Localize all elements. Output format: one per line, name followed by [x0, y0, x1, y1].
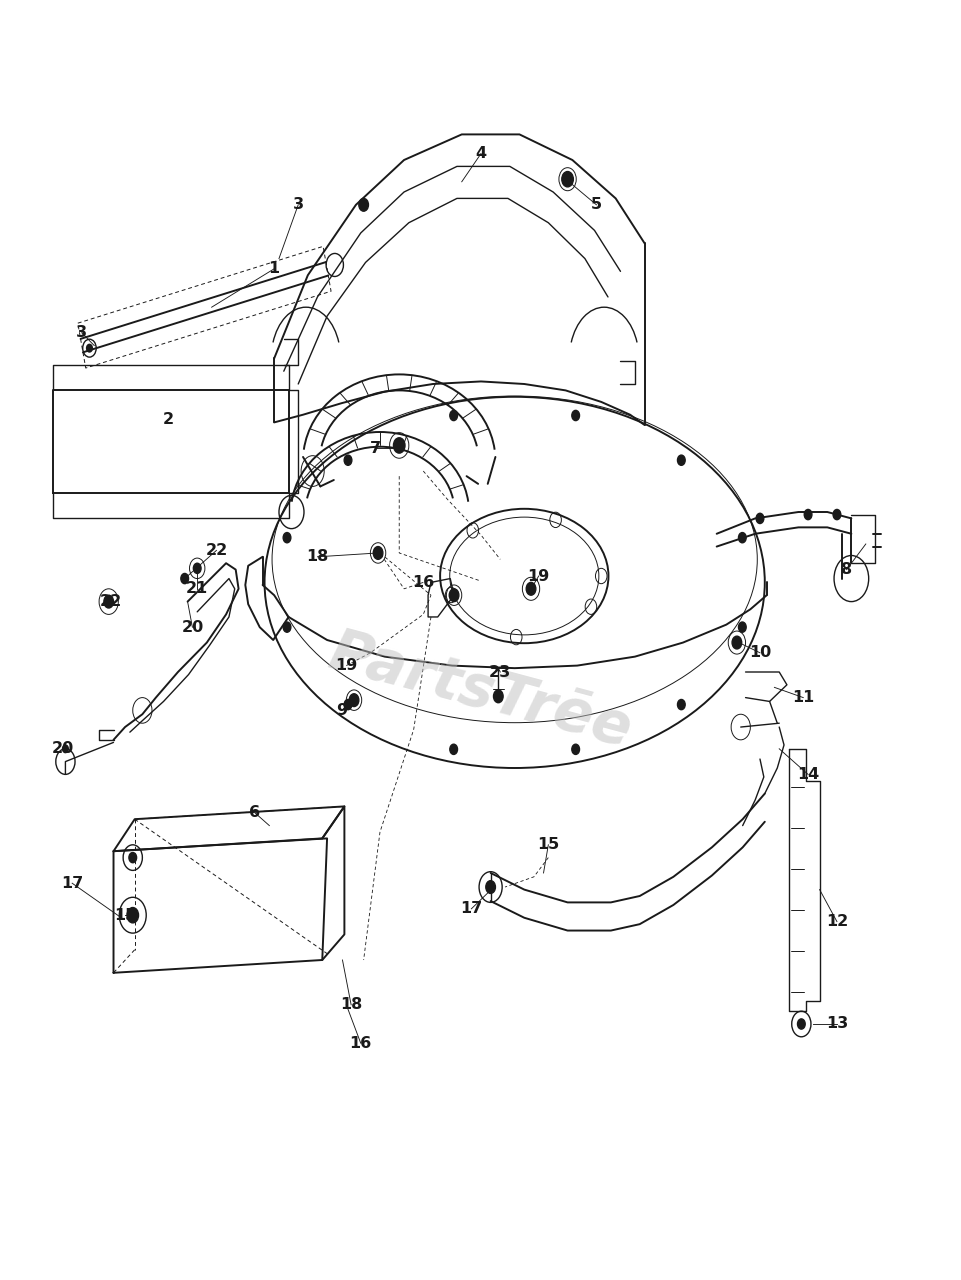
Text: 13: 13 [825, 1016, 848, 1032]
Text: 19: 19 [527, 568, 550, 584]
Text: 7: 7 [369, 440, 381, 456]
Circle shape [561, 172, 573, 187]
Circle shape [373, 547, 382, 559]
Circle shape [62, 745, 68, 753]
Circle shape [731, 636, 741, 649]
Circle shape [193, 563, 201, 573]
Circle shape [755, 513, 763, 524]
Text: 22: 22 [205, 543, 228, 558]
Text: 20: 20 [181, 620, 204, 635]
Circle shape [677, 699, 684, 709]
Text: 19: 19 [334, 658, 357, 673]
Circle shape [526, 582, 535, 595]
Circle shape [129, 852, 136, 863]
Text: 22: 22 [99, 594, 122, 609]
Text: 14: 14 [796, 767, 819, 782]
Circle shape [571, 411, 579, 421]
Text: 8: 8 [840, 562, 851, 577]
Text: 20: 20 [51, 741, 74, 756]
Text: 6: 6 [249, 805, 260, 820]
Text: 16: 16 [349, 1036, 372, 1051]
Text: 18: 18 [339, 997, 362, 1012]
Circle shape [283, 622, 290, 632]
Text: 16: 16 [411, 575, 434, 590]
Text: 23: 23 [488, 664, 511, 680]
Circle shape [358, 198, 368, 211]
Text: 15: 15 [113, 908, 136, 923]
Circle shape [738, 532, 746, 543]
Text: 11: 11 [791, 690, 814, 705]
Circle shape [449, 589, 458, 602]
Circle shape [485, 881, 495, 893]
Text: 17: 17 [61, 876, 84, 891]
Circle shape [283, 532, 290, 543]
Circle shape [104, 595, 113, 608]
Text: 3: 3 [76, 325, 87, 340]
Circle shape [393, 438, 405, 453]
Circle shape [127, 908, 138, 923]
Text: 9: 9 [335, 703, 347, 718]
Circle shape [181, 573, 188, 584]
Text: 2: 2 [162, 412, 174, 428]
Text: 4: 4 [475, 146, 486, 161]
Text: 21: 21 [185, 581, 209, 596]
Circle shape [738, 622, 746, 632]
Text: PartsTrēe: PartsTrēe [323, 623, 638, 759]
Text: 1: 1 [268, 261, 280, 276]
Circle shape [86, 344, 92, 352]
Text: 15: 15 [536, 837, 559, 852]
Circle shape [349, 694, 358, 707]
Text: 17: 17 [459, 901, 482, 916]
Text: 10: 10 [748, 645, 771, 660]
Circle shape [797, 1019, 804, 1029]
Circle shape [450, 744, 457, 754]
Circle shape [493, 690, 503, 703]
Circle shape [344, 699, 352, 709]
Circle shape [803, 509, 811, 520]
Text: 3: 3 [292, 197, 304, 212]
Text: 12: 12 [825, 914, 848, 929]
Text: 18: 18 [306, 549, 329, 564]
Circle shape [677, 456, 684, 466]
Circle shape [344, 456, 352, 466]
Circle shape [450, 411, 457, 421]
Text: 5: 5 [590, 197, 602, 212]
Circle shape [832, 509, 840, 520]
Circle shape [571, 744, 579, 754]
